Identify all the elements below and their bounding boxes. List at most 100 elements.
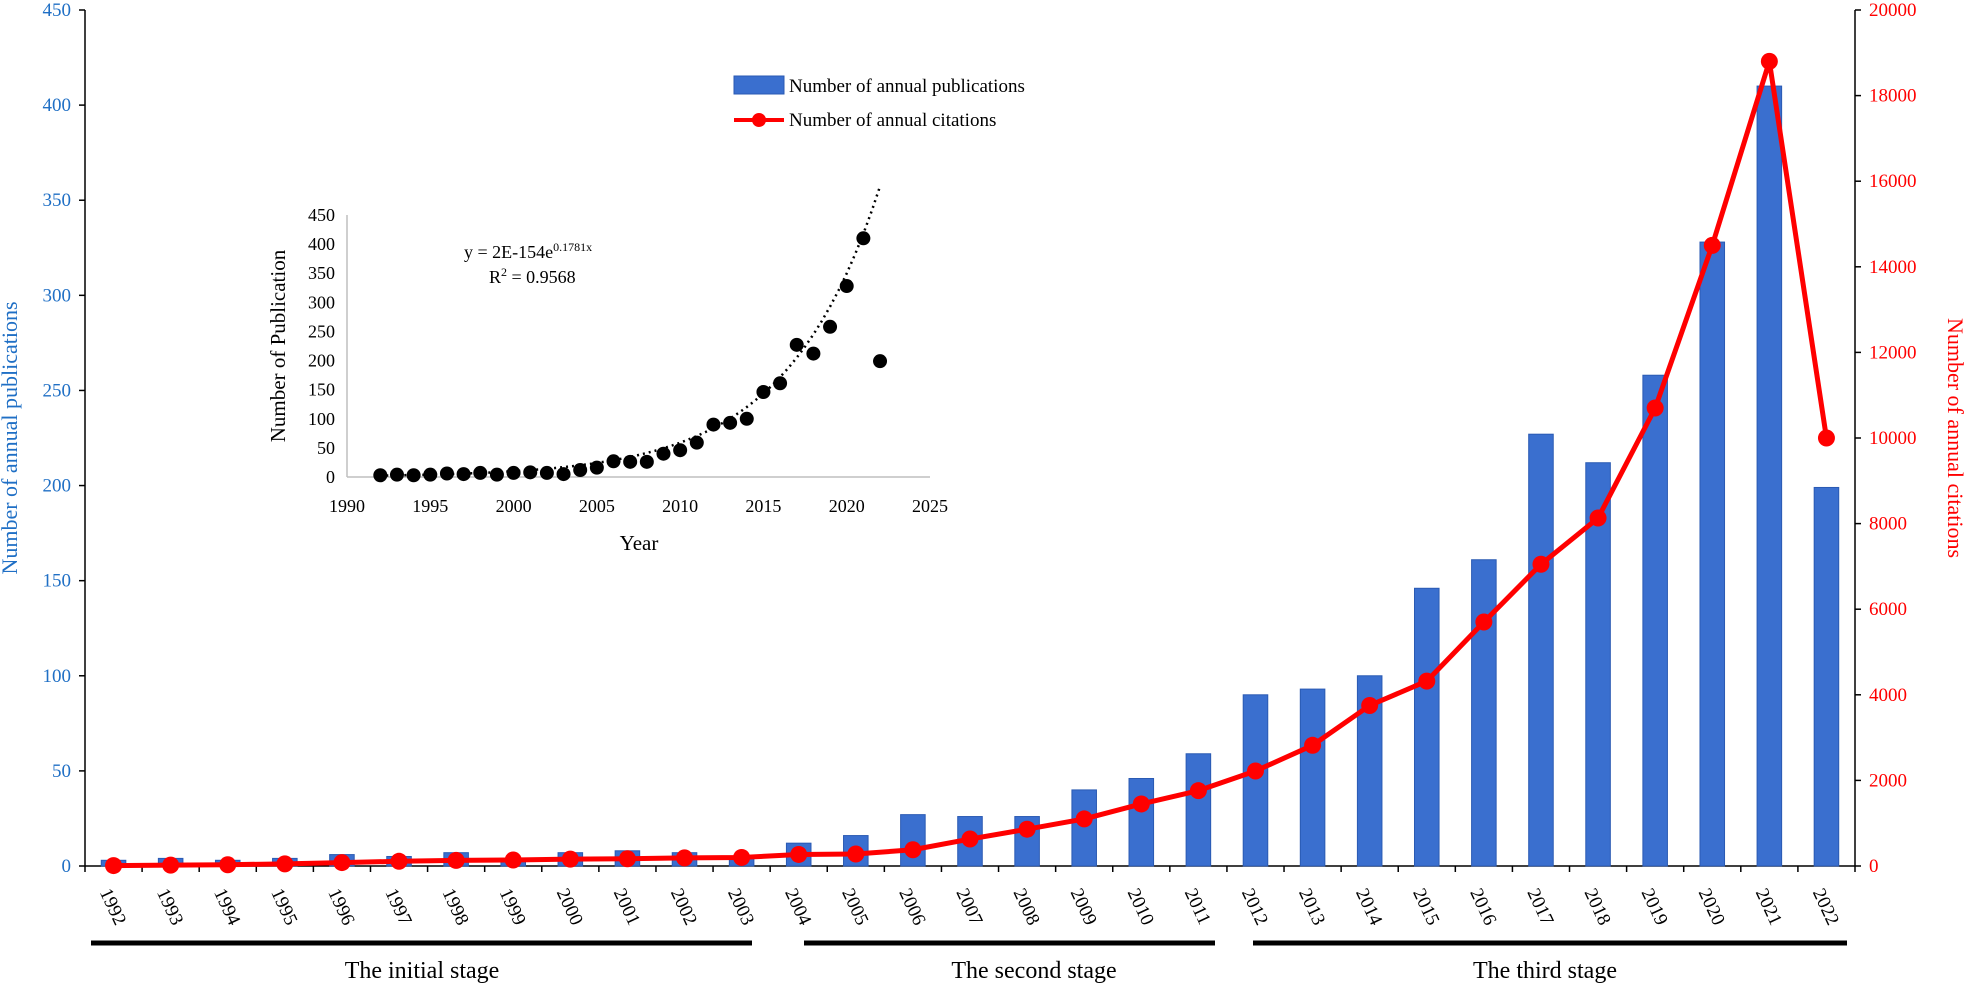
stage-3-label: The third stage: [1473, 958, 1617, 984]
inset-point-1998: [473, 465, 488, 480]
inset-r-squared: R2 = 0.9568: [489, 265, 576, 287]
x-tick-label: 2005: [837, 885, 872, 928]
inset-point-1997: [456, 467, 471, 482]
x-tick-label: 2018: [1580, 885, 1615, 928]
inset-point-2007: [623, 454, 638, 469]
x-tick-label: 2015: [1408, 885, 1443, 928]
inset-point-2020: [839, 279, 854, 294]
x-tick-label: 2006: [894, 885, 929, 928]
inset-point-2017: [789, 337, 804, 352]
citation-point-2002: [676, 849, 694, 867]
x-tick-label: 2004: [780, 885, 815, 929]
citation-point-2021: [1760, 52, 1778, 70]
x-tick-label: 2014: [1351, 885, 1386, 929]
inset-x-tick-label: 2025: [912, 496, 948, 516]
left-axis-title: Number of annual publications: [0, 301, 22, 574]
x-tick-label: 2000: [552, 885, 587, 928]
inset-y-tick-label: 100: [308, 409, 335, 429]
inset-y-tick-label: 0: [326, 467, 335, 487]
bar-2009: [1071, 789, 1097, 867]
inset-point-2005: [589, 460, 604, 475]
inset-point-2012: [706, 417, 721, 432]
inset-y-tick-label: 350: [308, 263, 335, 283]
bar-2016: [1471, 559, 1497, 867]
x-tick-label: 2020: [1694, 885, 1729, 928]
right-tick-label: 10000: [1869, 428, 1917, 449]
inset-x-tick-label: 2000: [496, 496, 532, 516]
bar-2011: [1185, 753, 1212, 867]
inset-point-2008: [639, 454, 654, 469]
x-tick-label: 2021: [1751, 885, 1786, 928]
inset-point-2019: [823, 319, 838, 334]
inset-y-tick-label: 300: [308, 292, 335, 312]
citation-point-2014: [1361, 697, 1379, 714]
inset-y-tick-label: 50: [317, 438, 335, 458]
inset-point-2009: [656, 446, 671, 461]
citation-point-2010: [1132, 795, 1150, 813]
inset-point-2006: [606, 454, 621, 469]
citation-point-2009: [1075, 810, 1093, 828]
legend-line-marker: [752, 113, 766, 127]
bar-2022: [1813, 486, 1840, 867]
x-tick-label: 2009: [1066, 885, 1101, 928]
inset-point-2001: [523, 465, 538, 480]
right-tick-label: 6000: [1869, 599, 1907, 620]
inset-chart: 0 50 100 150 200 250 300 350 400 450 1990 1995 2000…: [266, 185, 948, 555]
right-tick-label: 4000: [1869, 685, 1907, 706]
inset-x-tick-label: 2020: [829, 496, 865, 516]
inset-point-1996: [439, 466, 454, 481]
inset-x-tick-label: 2010: [662, 496, 698, 516]
left-axis-ticks: 0 50 100 150 200 250 300 350 400 450: [43, 0, 85, 877]
x-tick-label: 1995: [266, 885, 301, 928]
inset-point-2022: [873, 354, 888, 369]
x-tick-label: 1992: [95, 885, 130, 928]
r-squared-sup: 2: [501, 265, 507, 279]
inset-point-2018: [806, 346, 821, 361]
inset-point-2013: [723, 415, 738, 430]
inset-point-2002: [539, 465, 554, 480]
inset-point-2014: [739, 411, 754, 426]
citation-point-2016: [1475, 613, 1493, 631]
publication-bars: [100, 85, 1840, 867]
legend-publications-label: Number of annual publications: [789, 76, 1025, 97]
left-tick-label: 250: [43, 380, 72, 401]
x-tick-label: 2010: [1123, 885, 1158, 928]
x-tick-label: 2016: [1465, 885, 1500, 928]
inset-x-tick-label: 1995: [412, 496, 448, 516]
right-tick-label: 16000: [1869, 171, 1917, 192]
bar-2006: [900, 814, 926, 867]
bar-2012: [1242, 694, 1269, 867]
x-tick-label: 2019: [1637, 885, 1672, 928]
x-tick-label: 2007: [951, 885, 986, 928]
left-tick-label: 100: [43, 666, 72, 687]
stage-1-label: The initial stage: [345, 958, 500, 984]
inset-x-title: Year: [620, 531, 659, 555]
bar-2018: [1585, 462, 1611, 867]
inset-x-ticks: 1990 1995 2000 2005 2010 2015 2020 2025: [329, 496, 948, 516]
inset-point-1993: [389, 467, 404, 482]
x-tick-label: 2008: [1009, 885, 1044, 928]
inset-point-2010: [673, 443, 688, 458]
right-tick-label: 14000: [1869, 257, 1917, 278]
citation-point-2012: [1246, 762, 1264, 780]
bar-2021: [1756, 85, 1783, 867]
citation-point-1999: [504, 851, 522, 869]
citation-point-2005: [847, 845, 865, 863]
r-squared-value: = 0.9568: [507, 267, 576, 287]
bar-2013: [1299, 688, 1326, 867]
x-tick-label: 1994: [209, 885, 244, 929]
citation-point-2020: [1703, 236, 1721, 254]
citation-point-1992: [105, 857, 123, 875]
inset-point-1995: [423, 467, 438, 482]
bar-2015: [1413, 587, 1440, 867]
citation-point-1998: [447, 851, 465, 869]
inset-point-1999: [489, 467, 504, 482]
right-tick-label: 8000: [1869, 514, 1907, 535]
inset-points: [373, 231, 888, 483]
right-tick-label: 20000: [1869, 0, 1917, 21]
inset-point-2004: [573, 463, 588, 478]
citation-point-1996: [333, 854, 351, 872]
right-axis-title: Number of annual citations: [1943, 318, 1968, 558]
inset-y-tick-label: 150: [308, 380, 335, 400]
